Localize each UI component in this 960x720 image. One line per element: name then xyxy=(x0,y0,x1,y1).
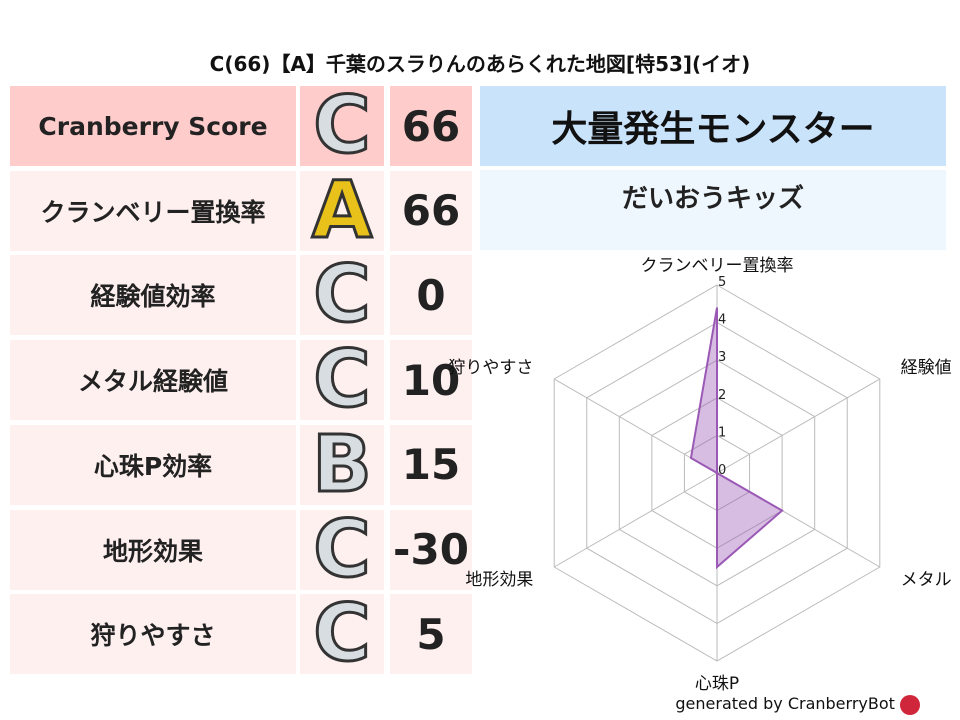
radar-axis-line xyxy=(553,378,718,474)
grade-letter: C xyxy=(312,80,372,173)
cranberry-logo-icon xyxy=(900,694,920,715)
footer-credit: generated by CranberryBot xyxy=(675,694,920,715)
grade-letter: C xyxy=(312,249,372,342)
row-label: 心珠P効率 xyxy=(10,424,296,505)
radar-axis-label: クランベリー置換率 xyxy=(641,256,794,276)
radar-tick-label: 0 xyxy=(718,463,726,478)
radar-axis-label: 地形効果 xyxy=(465,570,533,590)
grade-letter: C xyxy=(312,503,372,596)
row-value: 0 xyxy=(390,255,472,336)
radar-tick-label: 2 xyxy=(718,388,726,403)
radar-axis-line xyxy=(553,472,718,568)
row-label: クランベリー置換率 xyxy=(10,170,296,251)
footer-text: generated by CranberryBot xyxy=(675,694,895,713)
grade-badge: C xyxy=(300,249,384,342)
radar-axis-line xyxy=(716,378,881,474)
row-label: Cranberry Score xyxy=(10,86,296,166)
grade-badge: C xyxy=(300,80,384,173)
row-value: -30 xyxy=(390,509,472,590)
row-value: 5 xyxy=(390,594,472,675)
radar-axis-label: 心珠P xyxy=(695,674,739,694)
grade-letter: A xyxy=(310,164,373,257)
row-value: 15 xyxy=(390,424,472,505)
row-label: 地形効果 xyxy=(10,509,296,590)
grade-badge: C xyxy=(300,503,384,596)
page-title: C(66)【A】千葉のスラりんのあらくれた地図[特53](イオ) xyxy=(209,52,751,76)
grade-badge: A xyxy=(300,164,384,257)
radar-series-area xyxy=(689,307,784,570)
row-label: 狩りやすさ xyxy=(10,594,296,675)
radar-tick-label: 5 xyxy=(718,275,726,290)
monster-header: 大量発生モンスター xyxy=(480,86,946,166)
grade-letter: B xyxy=(311,418,373,511)
radar-axis-label: 狩りやすさ xyxy=(448,358,533,378)
grade-badge: B xyxy=(300,418,384,511)
row-label: 経験値効率 xyxy=(10,255,296,336)
row-value: 66 xyxy=(390,86,472,166)
row-value: 66 xyxy=(390,170,472,251)
radar-tick-label: 4 xyxy=(718,313,726,328)
monster-name: だいおうキッズ xyxy=(480,170,946,250)
grade-badge: C xyxy=(300,334,384,427)
radar-tick-label: 1 xyxy=(718,425,726,440)
grade-letter: C xyxy=(312,588,372,681)
grade-letter: C xyxy=(312,334,372,427)
row-value: 10 xyxy=(390,340,472,421)
grade-badge: C xyxy=(300,588,384,681)
radar-axis-label: 経験値 xyxy=(901,358,952,378)
radar-tick-label: 3 xyxy=(718,350,726,365)
row-label: メタル経験値 xyxy=(10,340,296,421)
radar-axis-label: メタル xyxy=(901,570,952,590)
